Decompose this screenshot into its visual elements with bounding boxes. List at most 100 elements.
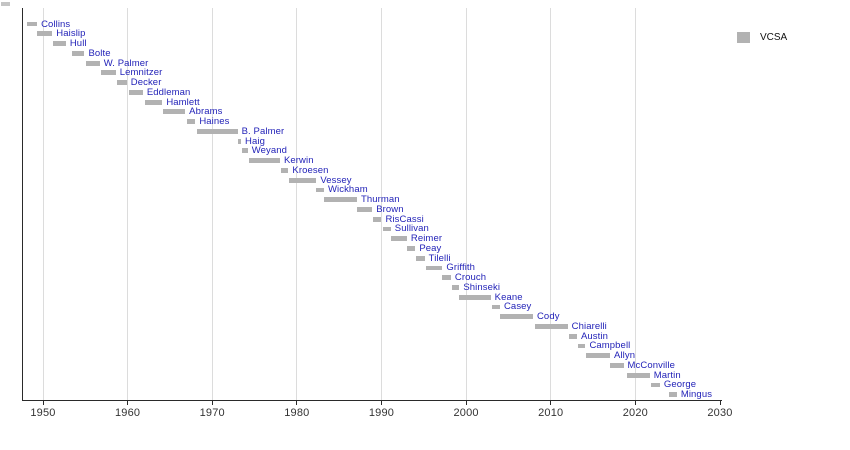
- tenure-bar[interactable]: [37, 31, 53, 37]
- person-label[interactable]: Sullivan: [394, 223, 429, 235]
- tenure-bar[interactable]: [586, 353, 610, 359]
- tenure-bar[interactable]: [609, 363, 624, 368]
- tenure-bar[interactable]: [163, 109, 186, 115]
- person-label[interactable]: Hull: [69, 38, 87, 49]
- person-label[interactable]: Austin: [580, 330, 608, 342]
- legend-swatch-icon: [737, 32, 750, 43]
- tenure-bar[interactable]: [626, 372, 650, 378]
- person-label[interactable]: Collins: [41, 18, 71, 30]
- person-label[interactable]: Crouch: [454, 272, 487, 284]
- person-label[interactable]: Bolte: [88, 47, 111, 59]
- tenure-bar[interactable]: [499, 314, 533, 320]
- tenure-bar[interactable]: [491, 304, 500, 310]
- person-label[interactable]: B. Palmer: [241, 125, 285, 137]
- person-label[interactable]: Reimer: [410, 233, 443, 245]
- tenure-bar[interactable]: [289, 177, 317, 183]
- decade-gridline: [42, 8, 44, 400]
- tenure-bar[interactable]: [101, 70, 116, 76]
- tenure-bar[interactable]: [145, 99, 163, 105]
- y-axis-line: [21, 8, 23, 401]
- tenure-bar[interactable]: [323, 197, 357, 203]
- x-tick-label: 1960: [114, 406, 141, 419]
- tenure-bar[interactable]: [669, 392, 677, 398]
- person-label[interactable]: RisCassi: [385, 213, 424, 225]
- tenure-bar[interactable]: [238, 138, 241, 144]
- x-tick-label: 1970: [199, 406, 225, 419]
- legend-label: VCSA: [760, 32, 788, 43]
- decade-gridline: [296, 8, 298, 400]
- tenure-bar[interactable]: [71, 50, 85, 56]
- person-label[interactable]: Griffith: [446, 262, 476, 274]
- tenure-bar[interactable]: [425, 265, 443, 271]
- decade-gridline: [127, 8, 129, 400]
- person-label[interactable]: Kerwin: [283, 155, 314, 167]
- tenure-bar[interactable]: [534, 324, 568, 329]
- x-tick-label: 1980: [284, 406, 310, 419]
- person-label[interactable]: Hamlett: [166, 96, 200, 108]
- person-label[interactable]: Eddleman: [146, 86, 191, 98]
- tenure-bar[interactable]: [390, 236, 407, 242]
- person-label[interactable]: Tilelli: [428, 252, 451, 264]
- person-label[interactable]: Brown: [376, 203, 404, 215]
- x-tick-label: 2020: [622, 406, 649, 419]
- tenure-bar[interactable]: [651, 382, 660, 388]
- x-tick-mark: [634, 399, 636, 405]
- person-label[interactable]: Haig: [245, 135, 265, 147]
- x-tick-mark: [296, 399, 298, 405]
- person-label[interactable]: Lemnitzer: [119, 67, 163, 79]
- tenure-bar[interactable]: [186, 119, 196, 125]
- person-label[interactable]: Shinseki: [463, 281, 501, 293]
- decade-gridline: [211, 8, 213, 400]
- tenure-bar[interactable]: [280, 167, 289, 173]
- tenure-bar[interactable]: [459, 294, 491, 300]
- tenure-bar[interactable]: [451, 285, 460, 290]
- tenure-bar[interactable]: [373, 216, 382, 222]
- tenure-bar[interactable]: [26, 21, 38, 27]
- person-label[interactable]: Weyand: [251, 145, 288, 157]
- tenure-bar[interactable]: [416, 255, 425, 261]
- corner-artifact: [1, 2, 10, 6]
- person-label[interactable]: Abrams: [189, 106, 223, 118]
- tenure-bar[interactable]: [569, 333, 577, 339]
- person-label[interactable]: McConville: [627, 359, 675, 371]
- person-label[interactable]: Martin: [653, 369, 681, 381]
- person-label[interactable]: Keane: [494, 291, 523, 303]
- decade-gridline: [381, 8, 382, 400]
- x-tick-label: 2000: [453, 406, 479, 419]
- tenure-bar[interactable]: [356, 207, 373, 212]
- tenure-bar[interactable]: [117, 80, 127, 85]
- person-label[interactable]: Mingus: [680, 389, 713, 401]
- person-label[interactable]: Vessey: [320, 174, 352, 186]
- person-label[interactable]: Peay: [419, 242, 442, 254]
- tenure-bar[interactable]: [316, 187, 324, 193]
- x-tick-mark: [127, 399, 129, 405]
- tenure-bar[interactable]: [53, 41, 66, 46]
- tenure-bar[interactable]: [129, 89, 143, 95]
- decade-gridline: [465, 8, 467, 400]
- person-label[interactable]: Allyn: [613, 350, 636, 362]
- person-label[interactable]: Casey: [503, 301, 532, 313]
- person-label[interactable]: W. Palmer: [103, 57, 149, 69]
- x-tick-label: 2010: [538, 406, 564, 419]
- person-label[interactable]: George: [663, 379, 697, 391]
- tenure-bar[interactable]: [248, 158, 280, 164]
- person-label[interactable]: Wickham: [327, 184, 368, 196]
- x-tick-mark: [211, 399, 213, 405]
- person-label[interactable]: Chiarelli: [571, 320, 607, 332]
- person-label[interactable]: Campbell: [589, 340, 631, 352]
- tenure-bar[interactable]: [241, 148, 248, 154]
- person-label[interactable]: Haines: [199, 116, 230, 128]
- tenure-bar[interactable]: [383, 226, 391, 232]
- person-label[interactable]: Thurman: [360, 194, 400, 206]
- tenure-bar[interactable]: [86, 60, 100, 66]
- person-label[interactable]: Haislip: [56, 28, 86, 40]
- decade-gridline: [634, 8, 636, 400]
- person-label[interactable]: Cody: [536, 311, 560, 323]
- tenure-bar[interactable]: [577, 343, 586, 349]
- tenure-bar[interactable]: [197, 128, 238, 134]
- person-label[interactable]: Decker: [130, 77, 162, 89]
- person-label[interactable]: Kroesen: [292, 164, 329, 176]
- tenure-bar[interactable]: [442, 275, 451, 281]
- tenure-bar[interactable]: [406, 246, 416, 251]
